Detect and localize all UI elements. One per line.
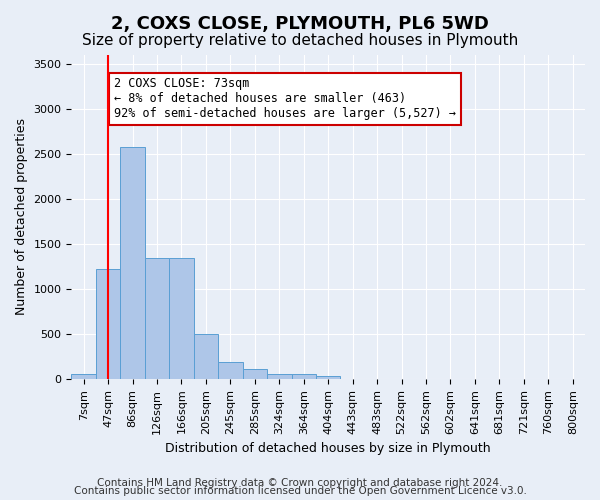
Bar [145, 258, 169, 379]
Bar [169, 258, 194, 379]
Bar [267, 374, 292, 379]
Bar [71, 374, 96, 379]
Text: Size of property relative to detached houses in Plymouth: Size of property relative to detached ho… [82, 32, 518, 48]
Text: 2, COXS CLOSE, PLYMOUTH, PL6 5WD: 2, COXS CLOSE, PLYMOUTH, PL6 5WD [111, 15, 489, 33]
Text: Contains public sector information licensed under the Open Government Licence v3: Contains public sector information licen… [74, 486, 526, 496]
Bar [242, 370, 267, 379]
Bar [194, 334, 218, 379]
Bar [292, 374, 316, 379]
X-axis label: Distribution of detached houses by size in Plymouth: Distribution of detached houses by size … [166, 442, 491, 455]
Bar [121, 147, 145, 379]
Bar [218, 362, 242, 379]
Bar [96, 269, 121, 379]
Text: 2 COXS CLOSE: 73sqm
← 8% of detached houses are smaller (463)
92% of semi-detach: 2 COXS CLOSE: 73sqm ← 8% of detached hou… [114, 78, 456, 120]
Text: Contains HM Land Registry data © Crown copyright and database right 2024.: Contains HM Land Registry data © Crown c… [97, 478, 503, 488]
Bar [316, 376, 340, 379]
Y-axis label: Number of detached properties: Number of detached properties [15, 118, 28, 316]
